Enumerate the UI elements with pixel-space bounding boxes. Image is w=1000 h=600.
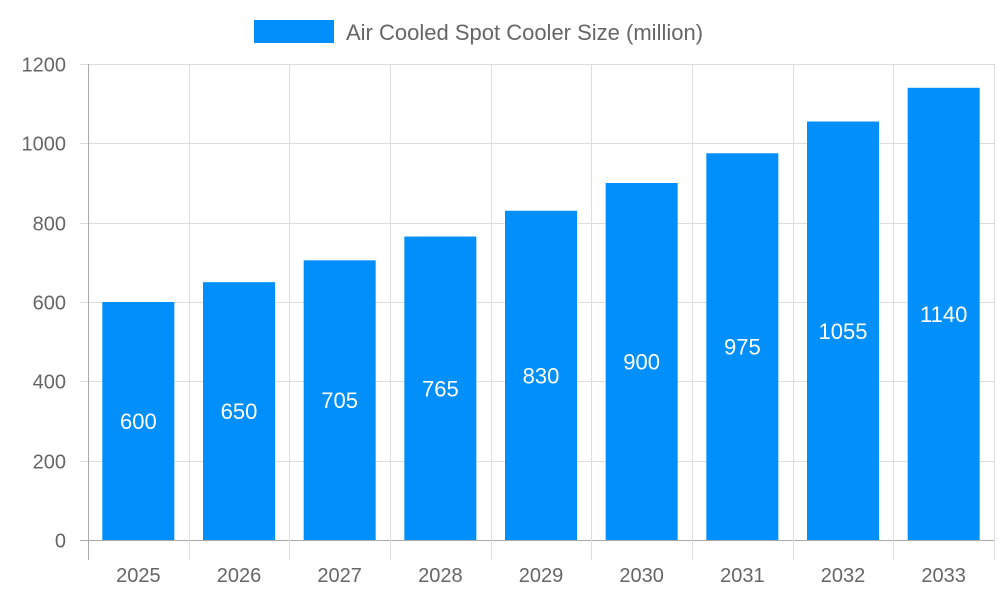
y-tick-label: 1000 xyxy=(22,134,67,156)
data-label: 1140 xyxy=(920,302,967,327)
data-label: 900 xyxy=(623,350,660,375)
legend-swatch xyxy=(254,20,334,43)
bar xyxy=(907,87,980,541)
data-label: 830 xyxy=(523,363,560,388)
data-label: 705 xyxy=(321,388,358,413)
x-tick-label: 2033 xyxy=(921,565,966,587)
legend-label: Air Cooled Spot Cooler Size (million) xyxy=(346,20,703,45)
x-tick-label: 2026 xyxy=(217,565,262,587)
bar xyxy=(605,183,678,540)
data-label: 600 xyxy=(120,409,157,434)
y-tick-label: 0 xyxy=(55,531,66,553)
bar xyxy=(303,260,376,540)
bar xyxy=(203,282,275,540)
y-tick-label: 400 xyxy=(33,372,66,394)
y-tick-label: 1200 xyxy=(22,55,67,77)
y-tick-label: 200 xyxy=(33,452,66,474)
x-tick-label: 2031 xyxy=(720,565,765,587)
bar xyxy=(102,302,175,540)
y-tick-label: 800 xyxy=(33,214,66,236)
y-tick-label: 600 xyxy=(33,293,66,315)
x-tick-label: 2032 xyxy=(821,565,866,587)
data-label: 650 xyxy=(221,399,258,424)
data-label: 765 xyxy=(422,376,459,401)
bar xyxy=(505,210,577,540)
axes: 0 200 400 600 800 1000 1200 2025 2026 2027 2028 202… xyxy=(22,55,966,588)
data-label: 1055 xyxy=(819,319,868,344)
bar xyxy=(807,121,879,541)
data-label: 975 xyxy=(724,335,761,360)
legend[interactable]: Air Cooled Spot Cooler Size (million) xyxy=(254,20,703,45)
x-tick-label: 2028 xyxy=(418,565,463,587)
x-tick-label: 2027 xyxy=(317,565,362,587)
x-tick-label: 2025 xyxy=(116,565,161,587)
bar xyxy=(706,153,779,540)
bars: 600 650 705 765 830 900 975 1055 1140 xyxy=(102,87,980,541)
bar xyxy=(404,236,477,541)
x-tick-label: 2030 xyxy=(619,565,664,587)
x-tick-label: 2029 xyxy=(519,565,564,587)
